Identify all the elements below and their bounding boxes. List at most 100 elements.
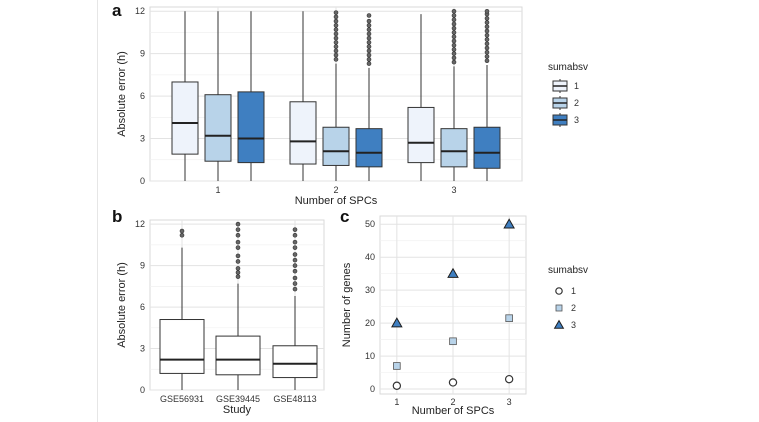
panel-b-GSE39445-outlier — [235, 266, 241, 271]
panel-c-x-tick-label: 2 — [450, 397, 455, 407]
panel-b-GSE39445-outlier — [235, 232, 241, 238]
panel-c-letter: c — [340, 207, 349, 226]
panel-a-series-2-outlier — [333, 10, 339, 15]
panel-a-series-3-outlier — [484, 49, 490, 55]
panel-c-point-series-1 — [504, 374, 514, 384]
panel-a-series-2-outlier — [333, 57, 339, 62]
panel-c-y-tick-label: 50 — [365, 219, 375, 229]
panel-b-x-tick-label: GSE56931 — [160, 394, 204, 404]
panel-c-y-tick-label: 30 — [365, 285, 375, 295]
panel-a-legend-label: 1 — [574, 81, 579, 91]
panel-a-series-3-box — [473, 126, 501, 169]
panel-a-series-3-outlier — [366, 31, 372, 37]
panel-a-series-2-box — [322, 126, 350, 166]
panel-b-GSE48113-outlier — [292, 227, 298, 232]
panel-b-GSE48113-outlier — [292, 281, 298, 286]
panel-c-scatter: 0 10 20 30 40 50 1 2 3 Number of SPCs Number of … — [341, 215, 588, 417]
panel-a-series-2-box — [440, 128, 468, 168]
panel-c-point-series-1 — [448, 378, 458, 387]
panel-b-GSE48113-box — [272, 345, 318, 379]
panel-a-series-3-outlier — [366, 27, 372, 32]
panel-a-legend: sumabsv 1 2 3 — [548, 62, 588, 127]
panel-a-series-3-outlier — [484, 8, 490, 14]
panel-a-series-3-outlier — [366, 57, 372, 62]
panel-a-series-2-outlier — [333, 52, 339, 58]
panel-b-boxplot: 0 3 6 9 12 GSE56931 GSE39445 GSE48113 Study Abs… — [116, 219, 325, 416]
panel-b-y-tick-label: 12 — [135, 219, 145, 229]
panel-a-series-2-outlier — [333, 44, 339, 49]
panel-b-marks — [159, 221, 318, 390]
panel-c-x-tick-label: 3 — [507, 397, 512, 407]
panel-a-series-3-outlier — [484, 20, 490, 25]
panel-b-tick-labels: 0 3 6 9 12 GSE56931 GSE39445 GSE48113 — [135, 219, 317, 404]
panel-c-legend-key — [553, 319, 565, 329]
panel-a-series-3-outlier — [484, 24, 490, 30]
panel-a-legend-label: 2 — [574, 98, 579, 108]
panel-a-series-2-outlier — [451, 8, 457, 14]
panel-b-y-tick-label: 3 — [140, 344, 145, 354]
panel-b-GSE39445-outlier — [235, 253, 241, 259]
panel-a-series-2-outlier — [333, 27, 339, 32]
panel-b-GSE56931-box — [159, 319, 205, 374]
panel-a-x-tick-label: 2 — [333, 185, 338, 195]
panel-a-series-3-outlier — [484, 28, 490, 34]
panel-b-GSE48113-outlier — [292, 245, 298, 250]
panel-a-series-2-outlier — [451, 47, 457, 52]
panel-a-marks — [171, 8, 501, 181]
panel-a-series-2-outlier — [451, 25, 457, 31]
panel-a-series-2-outlier — [333, 18, 339, 24]
panel-c-legend-label: 2 — [571, 303, 576, 313]
panel-c-legend-title: sumabsv — [548, 265, 588, 276]
panel-c-point-series-2 — [449, 337, 457, 346]
panel-a-series-2-outlier — [333, 48, 339, 54]
panel-c-y-axis-title: Number of genes — [341, 262, 353, 347]
panel-b-GSE39445-outlier — [235, 270, 241, 275]
panel-a-x-tick-label: 1 — [215, 185, 220, 195]
panel-a-series-1-box — [289, 101, 317, 165]
panel-a-series-3-outlier — [366, 35, 372, 41]
panel-a-series-2-outlier — [451, 34, 457, 40]
panel-a-series-2-outlier — [451, 55, 457, 61]
panel-a-series-3-outlier — [484, 32, 490, 38]
panel-a-series-1-box — [407, 106, 435, 164]
panel-a-y-axis-title: Absolute error (h) — [116, 51, 128, 137]
panel-a-y-tick-label: 3 — [140, 134, 145, 144]
panel-a-legend-title: sumabsv — [548, 62, 588, 73]
panel-b-y-tick-label: 9 — [140, 261, 145, 271]
panel-a-series-2-outlier — [333, 23, 339, 28]
panel-a-series-3-outlier — [366, 40, 372, 45]
panel-a-series-3-outlier — [366, 13, 372, 18]
panel-a-y-tick-label: 0 — [140, 176, 145, 186]
panel-b-GSE39445-outlier — [235, 239, 241, 245]
panel-a-series-3-outlier — [484, 45, 490, 51]
panel-c-point-series-3 — [447, 267, 459, 278]
panel-b-GSE39445-outlier — [235, 274, 241, 279]
panel-a-series-1-box — [171, 81, 199, 155]
panel-a-series-2-outlier — [333, 35, 339, 41]
panel-b-GSE48113-outlier — [292, 232, 298, 238]
panel-b-y-tick-label: 6 — [140, 302, 145, 312]
panel-a-series-2-outlier — [451, 13, 457, 18]
panel-b-y-tick-label: 0 — [140, 385, 145, 395]
panel-a-series-3-box — [355, 128, 383, 168]
page-divider-line — [97, 0, 98, 422]
panel-b-GSE48113-outlier — [292, 275, 298, 281]
panel-c-point-series-3 — [503, 218, 515, 229]
panel-c-y-tick-label: 40 — [365, 252, 375, 262]
panel-a-series-2-outlier — [333, 31, 339, 37]
panel-b-GSE39445-outlier — [235, 245, 241, 250]
panel-a-series-3-outlier — [366, 52, 372, 58]
panel-b-x-tick-label: GSE48113 — [273, 394, 316, 404]
panel-a-series-2-outlier — [451, 42, 457, 48]
panel-b-GSE48113-outlier — [292, 239, 298, 245]
panel-a-y-tick-label: 6 — [140, 91, 145, 101]
panel-a-x-tick-label: 3 — [451, 185, 456, 195]
panel-a-series-2-box — [204, 94, 232, 162]
panel-a-series-2-outlier — [451, 21, 457, 27]
panel-a-series-3-box — [237, 91, 265, 164]
panel-b-GSE39445-outlier — [235, 259, 241, 264]
panel-c-y-tick-label: 20 — [365, 318, 375, 328]
panel-c-point-series-1 — [392, 381, 402, 390]
panel-c-marks — [391, 218, 515, 390]
